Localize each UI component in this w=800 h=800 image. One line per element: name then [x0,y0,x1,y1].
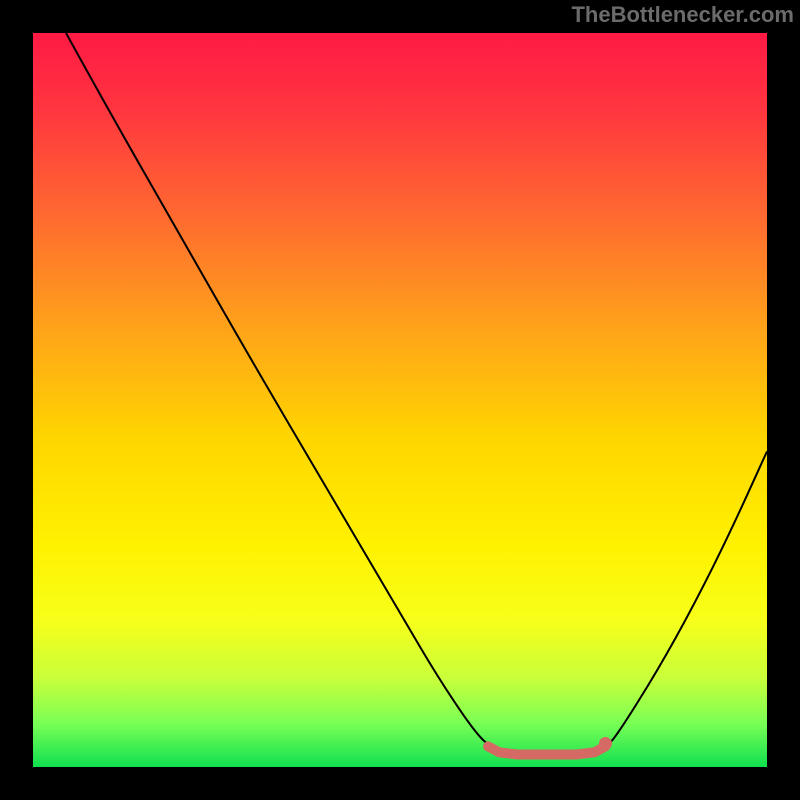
plot-area [33,33,767,767]
watermark-text: TheBottlenecker.com [571,2,794,28]
curve-layer [33,33,767,767]
valley_marker_dot [600,738,612,750]
chart-container: TheBottlenecker.com [0,0,800,800]
valley_marker_band [488,746,605,754]
bottleneck_curve [66,33,767,756]
